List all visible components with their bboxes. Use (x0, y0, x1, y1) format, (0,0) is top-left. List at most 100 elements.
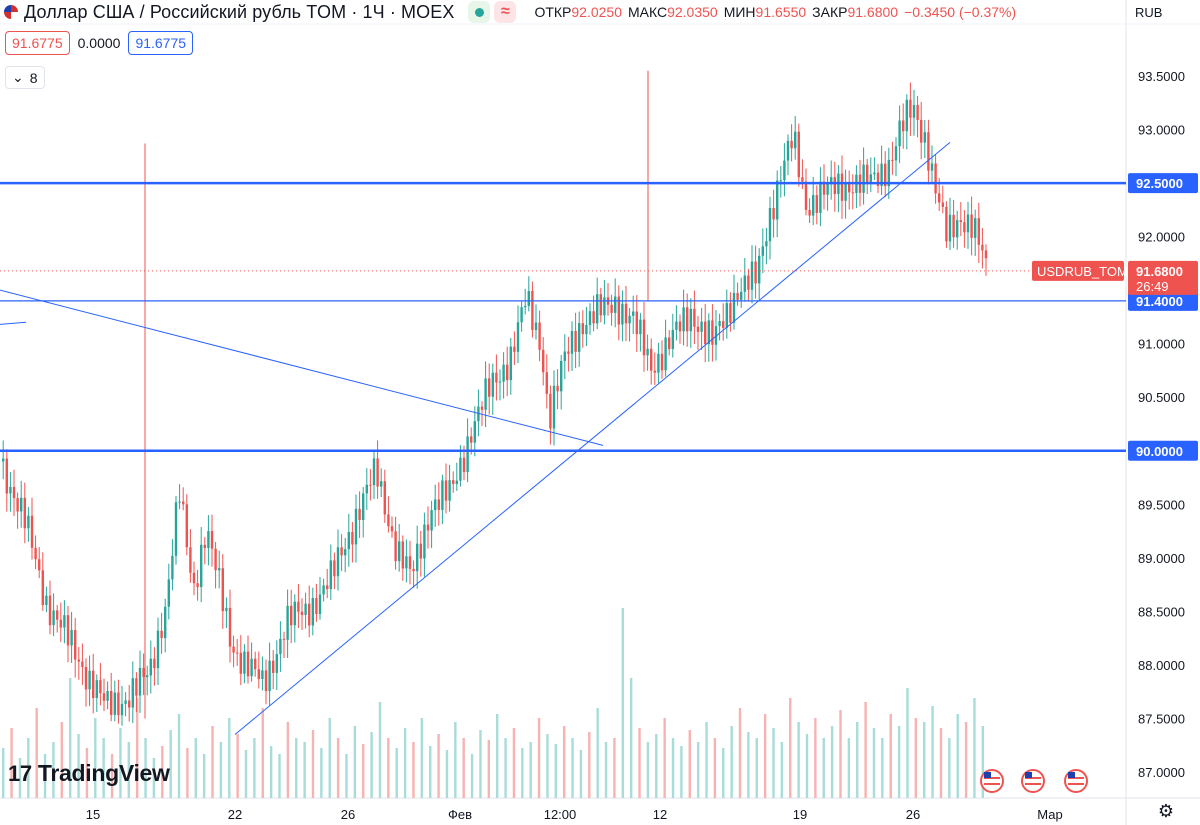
candle-body (891, 159, 894, 161)
candle-body (358, 508, 361, 521)
volume-bar (780, 742, 784, 798)
candle-body (120, 703, 124, 716)
candle-body (916, 104, 919, 120)
candle-body (560, 360, 563, 392)
currency-selector[interactable]: RUB (1135, 4, 1163, 20)
trend-line[interactable] (234, 142, 951, 735)
candle-body (268, 660, 271, 692)
legend-header: Доллар США / Российский рубль TOM · 1Ч ·… (0, 0, 1126, 24)
candle-body (981, 244, 984, 251)
volume-bar (161, 746, 164, 798)
candle-body (63, 615, 66, 628)
volume-bar (881, 738, 884, 798)
candle-body (293, 601, 296, 626)
tradingview-logo[interactable]: 17 TradingView (8, 760, 170, 787)
candle-body (513, 346, 516, 352)
candle-body (974, 218, 977, 238)
candle-body (329, 560, 332, 590)
candle-body (556, 385, 559, 392)
volume-bar (864, 702, 867, 798)
market-status-dot-button[interactable] (468, 1, 491, 23)
gear-icon[interactable]: ⚙ (1157, 801, 1175, 821)
y-tick-label: 88.5000 (1138, 604, 1185, 619)
us-flag-canton (1068, 772, 1075, 778)
candle-body (48, 595, 52, 626)
volume-bar (696, 742, 700, 798)
candle-body (38, 559, 41, 571)
candle-body (336, 547, 340, 577)
candle-body (66, 615, 70, 646)
last-price-label: 91.6800 (1136, 264, 1183, 279)
y-tick-label: 88.0000 (1138, 658, 1185, 673)
candle-body (12, 486, 16, 499)
volume-bar (370, 732, 373, 798)
volume-bar (219, 742, 223, 798)
volume-bar (303, 742, 306, 798)
candle-body (718, 321, 721, 327)
candle-body (941, 202, 944, 207)
candle-body (758, 255, 761, 284)
candle-body (444, 480, 448, 501)
volume-bar (889, 714, 892, 798)
candle-body (372, 458, 376, 486)
sell-price-button[interactable]: 91.6775 (5, 31, 70, 55)
candle-body (387, 514, 390, 527)
candle-body (844, 182, 847, 201)
candle-body (585, 324, 588, 335)
last-price-label-bg (1128, 260, 1198, 295)
high-value: 92.0350 (667, 4, 718, 20)
candle-body (196, 583, 199, 588)
x-tick-label: 19 (793, 807, 807, 822)
volume-bar (119, 728, 122, 798)
candle-body (56, 610, 59, 620)
candle-body (952, 214, 955, 238)
volume-bar (496, 714, 499, 798)
volume-bar (537, 718, 541, 798)
trend-line[interactable] (0, 289, 604, 446)
volume-bar (144, 738, 147, 798)
x-tick-label: Мар (1037, 807, 1062, 822)
volume-bar (914, 718, 918, 798)
candle-body (617, 296, 620, 325)
candle-body (909, 99, 912, 118)
ohlc-values: ОТКР92.0250 МАКС92.0350 МИН91.6550 ЗАКР9… (534, 4, 1016, 20)
volume-bar (52, 742, 55, 798)
trend-line[interactable] (0, 321, 27, 325)
candle-body (146, 675, 149, 678)
candle-body (520, 307, 523, 323)
wave-icon[interactable]: ≈ (494, 1, 517, 23)
candle-body (527, 290, 530, 306)
low-label: МИН (723, 4, 756, 20)
candle-body (45, 595, 48, 606)
indicators-toggle[interactable]: ⌄ 8 (5, 66, 45, 89)
candle-body (92, 670, 95, 699)
candle-body (959, 220, 962, 223)
candle-body (128, 700, 131, 708)
buy-price-button[interactable]: 91.6775 (128, 31, 194, 55)
change-value: −0.3450 (−0.37%) (904, 4, 1017, 20)
level-label-bg (1128, 173, 1198, 194)
candle-body (477, 406, 480, 422)
volume-bar (571, 738, 574, 798)
candle-body (567, 351, 570, 354)
candle-body (722, 321, 725, 328)
chevron-down-icon: ⌄ (12, 69, 24, 85)
candle-body (862, 164, 865, 193)
candle-body (963, 222, 966, 233)
candle-body (524, 305, 527, 308)
volume-bar (772, 728, 775, 798)
candle-body (786, 140, 790, 161)
candle-body (783, 160, 786, 181)
candle-body (736, 292, 739, 300)
candle-body (768, 207, 772, 242)
symbol-title[interactable]: Доллар США / Российский рубль TOM · 1Ч ·… (24, 1, 455, 22)
candle-body (354, 508, 358, 545)
candle-body (686, 307, 689, 332)
candle-body (934, 163, 937, 194)
candle-body (27, 515, 30, 529)
candle-body (956, 220, 959, 238)
candle-body (840, 173, 844, 201)
candle-body (711, 320, 714, 345)
